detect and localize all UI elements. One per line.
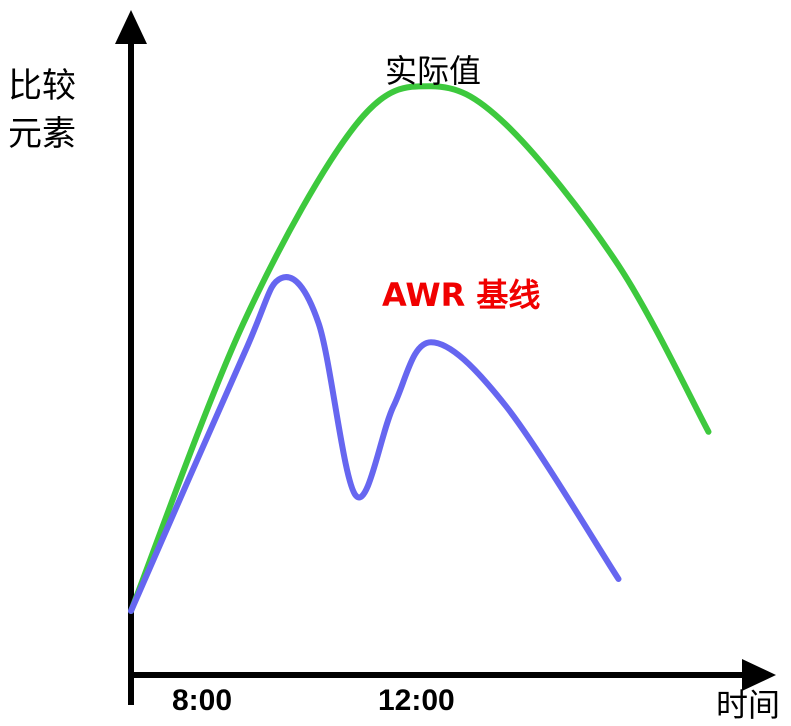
y-axis-label-line-1: 比较 [8,66,76,106]
series-line-actual [128,83,712,614]
x-tick-label-12: 12:00 [378,684,455,717]
y-axis-label: 比较 元素 [8,62,76,158]
series-line-baseline [128,274,622,614]
x-tick-label-8: 8:00 [172,684,233,717]
y-axis-arrow [115,10,147,44]
x-axis-arrow [742,659,776,691]
y-axis-label-line-2: 元素 [8,114,76,154]
series-layer [128,83,712,614]
series-label-baseline: AWR 基线 [382,276,541,314]
x-axis-label: 时间 [716,686,781,724]
series-label-actual: 实际值 [385,52,482,90]
